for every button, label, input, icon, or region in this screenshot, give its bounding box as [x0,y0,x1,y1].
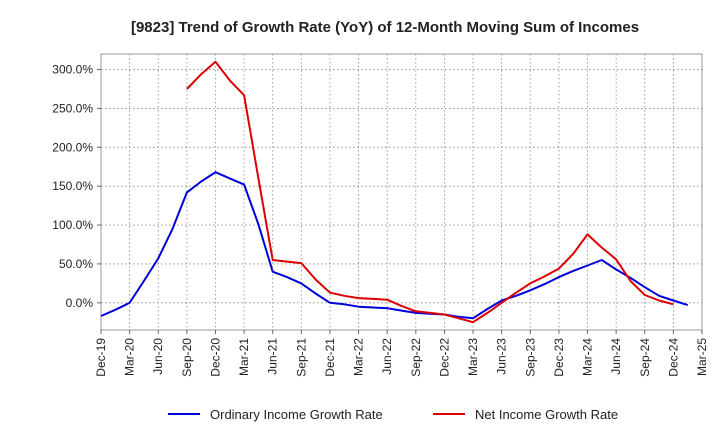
x-tick-label: Mar-23 [466,338,480,376]
legend: Ordinary Income Growth Rate Net Income Gr… [168,407,618,422]
y-tick-label: 0.0% [66,296,94,310]
x-tick-label: Mar-25 [695,338,709,376]
y-tick-label: 50.0% [59,257,93,271]
x-tick-label: Dec-23 [552,338,566,377]
x-tick-label: Mar-24 [581,338,595,376]
x-tick-label: Dec-24 [666,338,680,377]
x-tick-label: Mar-21 [237,338,251,376]
series-line-ordinary-income [100,171,689,320]
x-tick-label: Mar-22 [352,338,366,376]
chart-title: [9823] Trend of Growth Rate (YoY) of 12-… [131,19,639,36]
legend-label: Ordinary Income Growth Rate [210,407,383,422]
y-tick-label: 200.0% [52,140,93,154]
x-tick-label: Dec-20 [208,338,222,377]
y-axis: 0.0% 50.0% 100.0% 150.0% 200.0% 250.0% 300.0% [52,63,101,310]
x-tick-label: Jun-21 [266,338,280,375]
y-tick-label: 100.0% [52,218,93,232]
x-tick-label: Jun-23 [495,338,509,375]
series-lines [100,60,689,324]
grid [100,53,703,331]
x-tick-label: Dec-22 [437,338,451,377]
x-tick-label: Sep-24 [638,338,652,377]
plot-frame [100,53,703,331]
y-tick-label: 300.0% [52,63,93,77]
x-tick-label: Sep-21 [294,338,308,377]
x-tick-label: Sep-22 [409,338,423,377]
x-tick-label: Jun-22 [380,338,394,375]
y-tick-label: 250.0% [52,101,93,115]
series-line-net-income [186,60,674,324]
x-tick-label: Dec-21 [323,338,337,377]
legend-label: Net Income Growth Rate [475,407,618,422]
x-tick-label: Dec-19 [94,338,108,377]
x-axis: Dec-19 Mar-20 Jun-20 Sep-20 Dec-20 Mar-21 Jun-… [94,330,709,377]
y-tick-label: 150.0% [52,179,93,193]
x-tick-label: Jun-24 [609,338,623,375]
x-tick-label: Mar-20 [123,338,137,376]
x-tick-label: Sep-20 [180,338,194,377]
x-tick-label: Sep-23 [523,338,537,377]
x-tick-label: Jun-20 [151,338,165,375]
